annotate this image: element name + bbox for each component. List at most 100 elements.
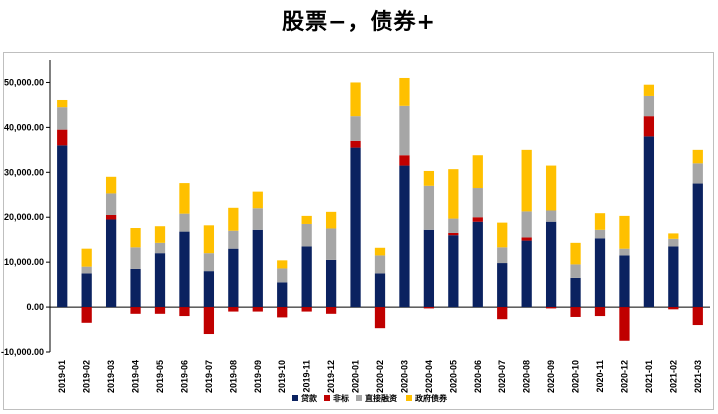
bar-segment xyxy=(277,282,288,308)
bar-segment xyxy=(277,260,288,269)
bar-segment xyxy=(521,237,532,241)
bar-segment xyxy=(619,307,630,341)
x-tick-label: 2019-09 xyxy=(253,360,263,393)
bar-segment xyxy=(545,221,557,308)
bar-segment xyxy=(374,247,386,256)
x-axis: 2019-01 2019-02 2019-03 2019-04 2019-05 2019-… xyxy=(57,360,703,393)
bar-segment xyxy=(570,307,581,317)
x-tick-label: 2020-08 xyxy=(522,360,532,393)
chart-title: 股票−，债券+ xyxy=(282,10,436,35)
y-tick-label: 20,000.00 xyxy=(4,212,44,222)
x-tick-label: 2020-04 xyxy=(424,360,434,393)
bar-segment xyxy=(521,240,532,308)
x-tick-label: 2020-07 xyxy=(497,360,507,393)
bar-segment xyxy=(228,207,239,231)
bar-segment xyxy=(399,155,410,166)
bar-segment xyxy=(619,255,630,308)
x-tick-label: 2019-08 xyxy=(228,360,238,393)
legend-swatch xyxy=(292,395,298,401)
x-tick-label: 2021-01 xyxy=(644,360,654,393)
bar-segment xyxy=(277,268,288,283)
bar-segment xyxy=(521,211,532,238)
legend-label: 非标 xyxy=(333,393,349,403)
bar-segment xyxy=(399,105,410,156)
bar-segment xyxy=(81,273,92,308)
bar-segment xyxy=(179,307,190,317)
y-tick-label: 40,000.00 xyxy=(4,122,44,132)
bar-segment xyxy=(472,221,483,308)
bar-segment xyxy=(130,247,141,269)
bar-segment xyxy=(570,264,581,278)
bar-segment xyxy=(423,229,435,308)
bar-segment xyxy=(301,223,312,247)
bar-segment xyxy=(570,277,581,308)
bar-segment xyxy=(325,259,337,308)
legend-label: 政府债券 xyxy=(415,393,448,403)
y-tick-label: 0.00 xyxy=(26,302,44,312)
x-tick-label: 2019-10 xyxy=(277,360,287,393)
bar-segment xyxy=(57,145,68,308)
bar-segment xyxy=(277,307,288,318)
bar-segment xyxy=(545,210,557,222)
bar-segment xyxy=(448,169,459,219)
bar-segment xyxy=(301,307,312,312)
bar-segment xyxy=(154,307,166,314)
chart-frame xyxy=(3,52,714,410)
bar-segment xyxy=(252,191,263,209)
x-tick-label: 2020-10 xyxy=(571,360,581,393)
x-tick-label: 2019-06 xyxy=(179,360,189,393)
bar-segment xyxy=(423,185,435,230)
bar-segment xyxy=(472,155,483,189)
bar-segment xyxy=(668,307,679,310)
bar-segment xyxy=(325,211,337,229)
bar-segment xyxy=(374,255,386,274)
bar-segment xyxy=(57,107,68,130)
x-tick-label: 2020-03 xyxy=(399,360,409,393)
bar-segment xyxy=(497,307,508,320)
x-tick-label: 2019-02 xyxy=(82,360,92,393)
bar-segment xyxy=(570,242,581,265)
bar-segment xyxy=(252,208,263,230)
bar-segment xyxy=(81,248,92,267)
bar-series-layer xyxy=(57,77,703,341)
bar-segment xyxy=(130,268,141,308)
bar-segment xyxy=(692,163,703,184)
bar-segment xyxy=(252,229,263,308)
bar-segment xyxy=(643,95,655,117)
bar-segment xyxy=(105,176,117,194)
x-tick-label: 2019-04 xyxy=(131,360,141,393)
x-tick-label: 2020-12 xyxy=(619,360,629,393)
legend-swatch xyxy=(324,395,330,401)
bar-segment xyxy=(643,84,655,96)
bar-segment xyxy=(350,147,361,308)
bar-segment xyxy=(472,217,483,222)
x-tick-label: 2019-12 xyxy=(326,360,336,393)
bar-segment xyxy=(668,238,679,247)
bar-segment xyxy=(252,307,263,312)
bar-segment xyxy=(179,183,190,214)
x-tick-label: 2020-11 xyxy=(595,360,605,393)
x-tick-label: 2019-01 xyxy=(57,360,67,393)
x-tick-label: 2019-07 xyxy=(204,360,214,393)
bar-segment xyxy=(105,219,117,308)
bar-segment xyxy=(301,215,312,224)
bar-segment xyxy=(497,247,508,264)
bar-segment xyxy=(325,307,337,314)
bar-segment xyxy=(497,222,508,248)
legend-label: 贷款 xyxy=(301,393,318,403)
bar-segment xyxy=(57,129,68,146)
x-tick-label: 2021-02 xyxy=(668,360,678,393)
bar-segment xyxy=(399,77,410,106)
bar-segment xyxy=(154,253,166,308)
bar-segment xyxy=(350,140,361,148)
legend-swatch xyxy=(356,395,362,401)
bar-segment xyxy=(594,238,606,308)
bar-segment xyxy=(350,116,361,141)
bar-segment xyxy=(179,213,190,232)
bar-segment xyxy=(594,213,606,230)
bar-segment xyxy=(594,307,606,317)
bar-segment xyxy=(228,230,239,249)
bar-segment xyxy=(692,149,703,164)
bar-segment xyxy=(325,228,337,260)
